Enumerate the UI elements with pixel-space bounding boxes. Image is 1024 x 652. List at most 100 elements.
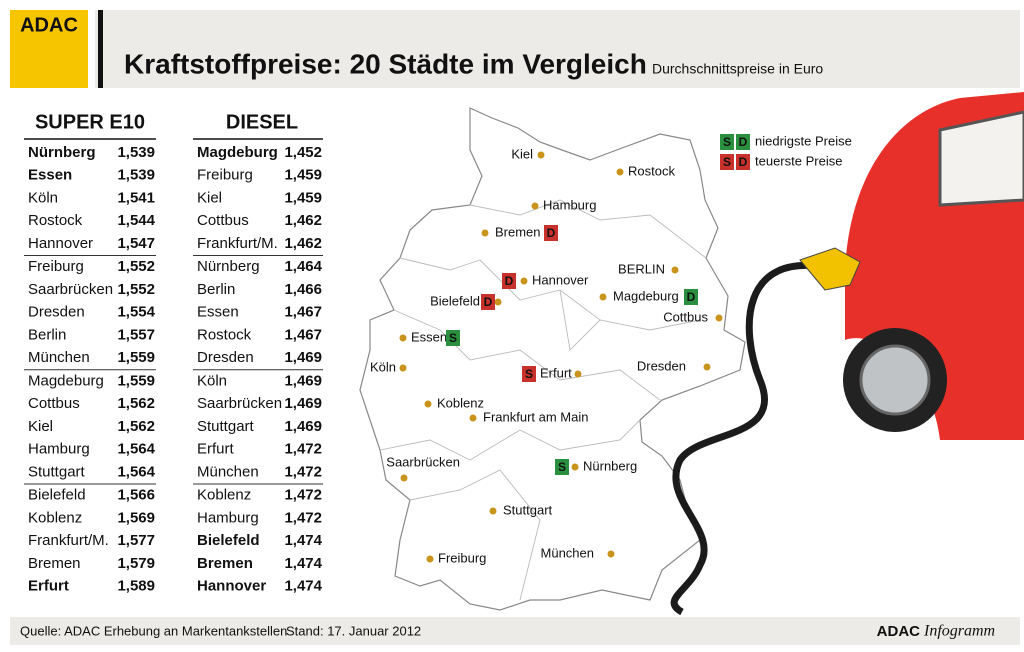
- city-dot: [399, 364, 407, 372]
- price: 1,469: [284, 395, 322, 412]
- city-dot: [571, 463, 579, 471]
- price: 1,577: [117, 532, 155, 549]
- title: Kraftstoffpreise: 20 Städte im Vergleich: [124, 48, 647, 79]
- badge: [684, 289, 698, 305]
- price: 1,469: [284, 418, 322, 435]
- price: 1,579: [117, 555, 155, 572]
- map-city-label: Rostock: [628, 163, 675, 178]
- badge-letter: D: [484, 295, 493, 309]
- badge-letter: D: [505, 274, 514, 288]
- city-name: Koblenz: [197, 487, 251, 504]
- city-name: Frankfurt/M.: [28, 532, 109, 549]
- footer-brand: ADAC: [877, 623, 920, 640]
- city-dot: [599, 293, 607, 301]
- city-name: Rostock: [28, 212, 83, 229]
- city-name: Hamburg: [28, 441, 90, 458]
- city-name: Frankfurt/M.: [197, 235, 278, 252]
- map-city-label: Köln: [370, 359, 396, 374]
- price: 1,466: [284, 281, 322, 298]
- table-heading: DIESEL: [226, 111, 298, 133]
- city-name: Bremen: [197, 555, 253, 572]
- germany-outline: [359, 107, 746, 611]
- price: 1,539: [117, 167, 155, 184]
- city-name: Berlin: [28, 326, 66, 343]
- price: 1,557: [117, 326, 155, 343]
- subtitle: Durchschnittspreise in Euro: [652, 61, 823, 77]
- header-band: [95, 10, 1020, 88]
- badge: [736, 134, 750, 150]
- badge: [522, 366, 536, 382]
- city-name: Kiel: [28, 418, 53, 435]
- map-city-label: Frankfurt am Main: [483, 409, 588, 424]
- city-dot: [574, 370, 582, 378]
- city-dot: [537, 151, 545, 159]
- price: 1,472: [284, 487, 322, 504]
- city-name: Magdeburg: [197, 144, 278, 161]
- city-name: Dresden: [28, 304, 85, 321]
- car-rim: [859, 344, 931, 416]
- price: 1,552: [117, 281, 155, 298]
- city-name: Essen: [197, 304, 239, 321]
- badge-letter: D: [739, 135, 748, 149]
- city-name: Stuttgart: [197, 418, 255, 435]
- price: 1,472: [284, 463, 322, 480]
- map-city-label: Bielefeld: [430, 293, 480, 308]
- city-dot: [671, 266, 679, 274]
- city-name: Nürnberg: [197, 258, 260, 275]
- price: 1,554: [117, 304, 155, 321]
- city-name: Freiburg: [197, 167, 253, 184]
- city-dot: [531, 202, 539, 210]
- price: 1,544: [117, 212, 155, 229]
- badge-letter: D: [547, 226, 556, 240]
- city-dot: [494, 298, 502, 306]
- price: 1,562: [117, 418, 155, 435]
- city-dot: [424, 400, 432, 408]
- city-name: Hannover: [28, 235, 93, 252]
- city-name: Freiburg: [28, 258, 84, 275]
- city-name: Koblenz: [28, 509, 82, 526]
- city-name: Rostock: [197, 326, 252, 343]
- map-city-label: Nürnberg: [583, 458, 637, 473]
- footer-date: Stand: 17. Januar 2012: [286, 623, 421, 638]
- fuel-hose: [670, 262, 831, 616]
- state-borders: [379, 199, 707, 601]
- map-city-label: Bremen: [495, 224, 541, 239]
- city-name: Berlin: [197, 281, 235, 298]
- badge-letter: S: [525, 367, 533, 381]
- map-city-label: München: [541, 545, 594, 560]
- city-dot: [400, 474, 408, 482]
- city-name: Köln: [28, 189, 58, 206]
- badge-letter: D: [687, 290, 696, 304]
- city-name: Essen: [28, 167, 72, 184]
- city-dot: [469, 414, 477, 422]
- badge: [720, 154, 734, 170]
- badge: [555, 459, 569, 475]
- map-city-label: Hannover: [532, 272, 589, 287]
- city-dot: [616, 168, 624, 176]
- city-name: München: [28, 349, 90, 366]
- price: 1,464: [284, 258, 322, 275]
- map-city-label: Stuttgart: [503, 502, 553, 517]
- badge-letter: S: [558, 460, 566, 474]
- city-name: Bremen: [28, 555, 81, 572]
- price: 1,459: [284, 167, 322, 184]
- badge: [544, 225, 558, 241]
- badge-letter: S: [723, 135, 731, 149]
- price: 1,474: [284, 555, 322, 572]
- badge-letter: S: [723, 155, 731, 169]
- price: 1,462: [284, 235, 322, 252]
- city-name: Bielefeld: [28, 487, 86, 504]
- logo-text: ADAC: [20, 14, 78, 36]
- map-city-label: Hamburg: [543, 197, 596, 212]
- price: 1,562: [117, 395, 155, 412]
- price: 1,472: [284, 509, 322, 526]
- price: 1,462: [284, 212, 322, 229]
- price: 1,566: [117, 487, 155, 504]
- price: 1,564: [117, 463, 155, 480]
- badge: [481, 294, 495, 310]
- fuel-nozzle: [799, 247, 861, 291]
- price: 1,541: [117, 189, 155, 206]
- logo-box: [10, 10, 88, 88]
- price: 1,452: [284, 144, 322, 161]
- map-city-label: Kiel: [511, 146, 533, 161]
